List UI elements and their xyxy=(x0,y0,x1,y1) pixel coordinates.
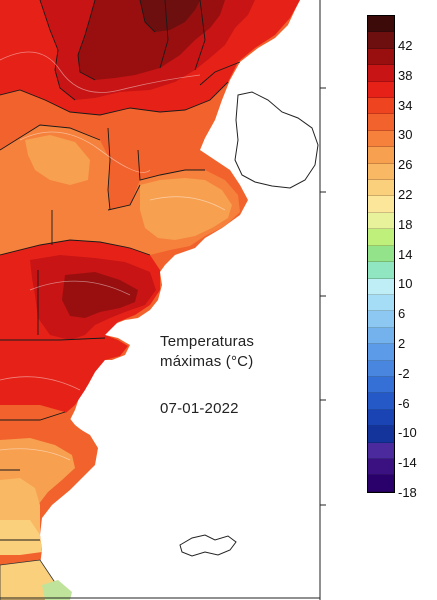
tierra-del-fuego-green xyxy=(42,580,72,600)
color-scale-legend xyxy=(367,15,395,493)
legend-swatch xyxy=(368,344,394,361)
legend-tick-label: 22 xyxy=(398,187,413,202)
map-title-line1: Temperaturas xyxy=(160,333,255,350)
region-maroon-north xyxy=(78,0,225,80)
legend-swatch xyxy=(368,245,394,263)
legend-tick-label: 2 xyxy=(398,336,406,351)
legend-swatch xyxy=(368,229,394,246)
legend-swatch xyxy=(368,458,394,476)
region-paleyellow-south xyxy=(0,520,42,555)
legend-tick-label: 14 xyxy=(398,246,413,262)
legend-tick-label: -6 xyxy=(398,395,410,411)
legend-swatch xyxy=(368,114,394,131)
map-date: 07-01-2022 xyxy=(160,400,239,417)
legend-tick-label: 26 xyxy=(398,157,413,173)
legend-swatch xyxy=(368,196,394,213)
legend-swatch xyxy=(368,426,394,443)
legend-tick-label: 38 xyxy=(398,67,413,83)
legend-swatch xyxy=(368,32,394,49)
legend-swatch xyxy=(368,376,394,394)
legend-swatch xyxy=(368,442,394,459)
legend-tick-label: -10 xyxy=(398,425,417,441)
legend-swatch xyxy=(368,327,394,345)
region-deepmaroon-north xyxy=(140,0,200,32)
region-lightorange-center xyxy=(25,135,90,185)
map-title-line2: máximas (°C) xyxy=(160,353,254,370)
legend-tick-label: 18 xyxy=(398,216,413,232)
legend-swatch xyxy=(368,212,394,230)
legend-swatch xyxy=(368,81,394,99)
legend-swatch xyxy=(368,311,394,328)
uruguay-outline xyxy=(234,91,319,189)
legend-swatch xyxy=(368,294,394,312)
legend-tick-label: -2 xyxy=(398,365,410,381)
frame-ticks xyxy=(320,87,326,506)
legend-swatch xyxy=(368,475,394,492)
legend-swatch xyxy=(368,262,394,279)
legend-swatch xyxy=(368,16,394,33)
legend-swatch xyxy=(368,278,394,295)
legend-swatch xyxy=(368,48,394,66)
legend-tick-label: 10 xyxy=(398,276,413,292)
legend-tick-label: 42 xyxy=(398,38,413,53)
legend-swatch xyxy=(368,393,394,410)
region-maroon-middle xyxy=(62,272,138,318)
legend-swatch xyxy=(368,360,394,377)
legend-swatch xyxy=(368,98,394,115)
isotherm-lines xyxy=(0,51,226,461)
legend-swatch xyxy=(368,130,394,148)
legend-tick-label: 34 xyxy=(398,97,413,113)
legend-swatch xyxy=(368,409,394,427)
legend-swatch xyxy=(368,180,394,197)
legend-tick-label: 6 xyxy=(398,306,406,322)
legend-swatch xyxy=(368,147,394,164)
legend-tick-label: -14 xyxy=(398,455,417,471)
legend-tick-label: -18 xyxy=(398,485,417,500)
malvinas-islands xyxy=(179,534,237,557)
region-lightorange-east xyxy=(140,178,232,240)
legend-swatch xyxy=(368,163,394,181)
legend-tick-label: 30 xyxy=(398,127,413,143)
legend-swatch xyxy=(368,65,394,82)
province-boundaries xyxy=(0,0,241,541)
